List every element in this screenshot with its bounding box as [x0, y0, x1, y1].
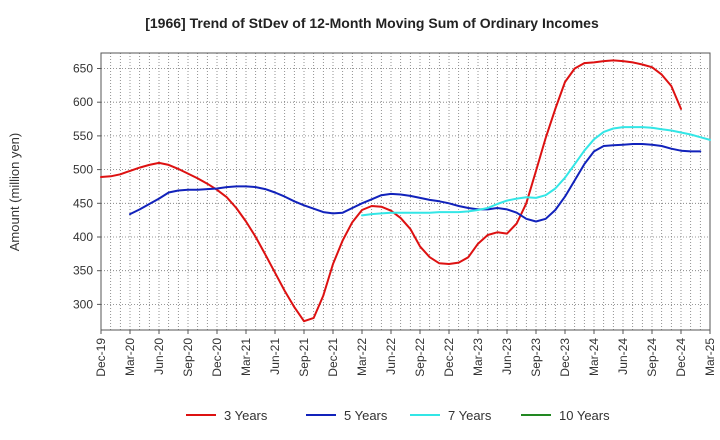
x-tick-label: Dec-22 [442, 338, 456, 377]
x-tick-label: Jun-21 [268, 338, 282, 375]
y-tick-label: 300 [73, 297, 93, 311]
x-tick-label: Dec-21 [326, 338, 340, 377]
grid [101, 53, 710, 330]
chart-title: [1966] Trend of StDev of 12-Month Moving… [145, 15, 599, 31]
y-tick-label: 650 [73, 62, 93, 76]
x-tick-label: Dec-20 [210, 338, 224, 377]
x-tick-label: Sep-23 [529, 338, 543, 377]
x-tick-label: Mar-22 [355, 338, 369, 376]
y-tick-label: 350 [73, 264, 93, 278]
series-line-7-years [361, 126, 711, 217]
legend-label-7-years: 7 Years [448, 408, 492, 423]
legend-label-10-years: 10 Years [559, 408, 610, 423]
x-tick-label: Mar-25 [703, 338, 717, 376]
legend-label-5-years: 5 Years [344, 408, 388, 423]
series-line-5-years [129, 143, 702, 223]
series-line-3-years [100, 59, 682, 323]
x-tick-label: Sep-22 [413, 338, 427, 377]
y-axis: 300 350 400 450 500 550 600 650 [73, 62, 101, 311]
y-tick-label: 400 [73, 230, 93, 244]
x-tick-label: Dec-19 [94, 338, 108, 377]
x-tick-label: Sep-24 [645, 338, 659, 377]
x-tick-label: Sep-21 [297, 338, 311, 377]
legend-label-3-years: 3 Years [224, 408, 268, 423]
x-axis: Dec-19 Mar-20 Jun-20 Sep-20 Dec-20 Mar-21 Jun-… [94, 330, 717, 377]
x-tick-label: Jun-23 [500, 338, 514, 375]
y-tick-label: 600 [73, 95, 93, 109]
x-tick-label: Mar-21 [239, 338, 253, 376]
x-tick-label: Mar-20 [123, 338, 137, 376]
y-axis-label: Amount (million yen) [7, 133, 22, 252]
x-tick-label: Dec-24 [674, 338, 688, 377]
plot-frame [100, 52, 711, 331]
x-tick-label: Sep-20 [181, 338, 195, 377]
y-tick-label: 500 [73, 163, 93, 177]
x-tick-label: Jun-22 [384, 338, 398, 375]
series-group [100, 59, 711, 323]
x-tick-label: Dec-23 [558, 338, 572, 377]
x-tick-label: Mar-23 [471, 338, 485, 376]
y-tick-label: 450 [73, 196, 93, 210]
y-tick-label: 550 [73, 129, 93, 143]
x-tick-label: Jun-20 [152, 338, 166, 375]
x-tick-label: Jun-24 [616, 338, 630, 375]
legend: 3 Years 5 Years 7 Years 10 Years [186, 408, 610, 423]
x-tick-label: Mar-24 [587, 338, 601, 376]
